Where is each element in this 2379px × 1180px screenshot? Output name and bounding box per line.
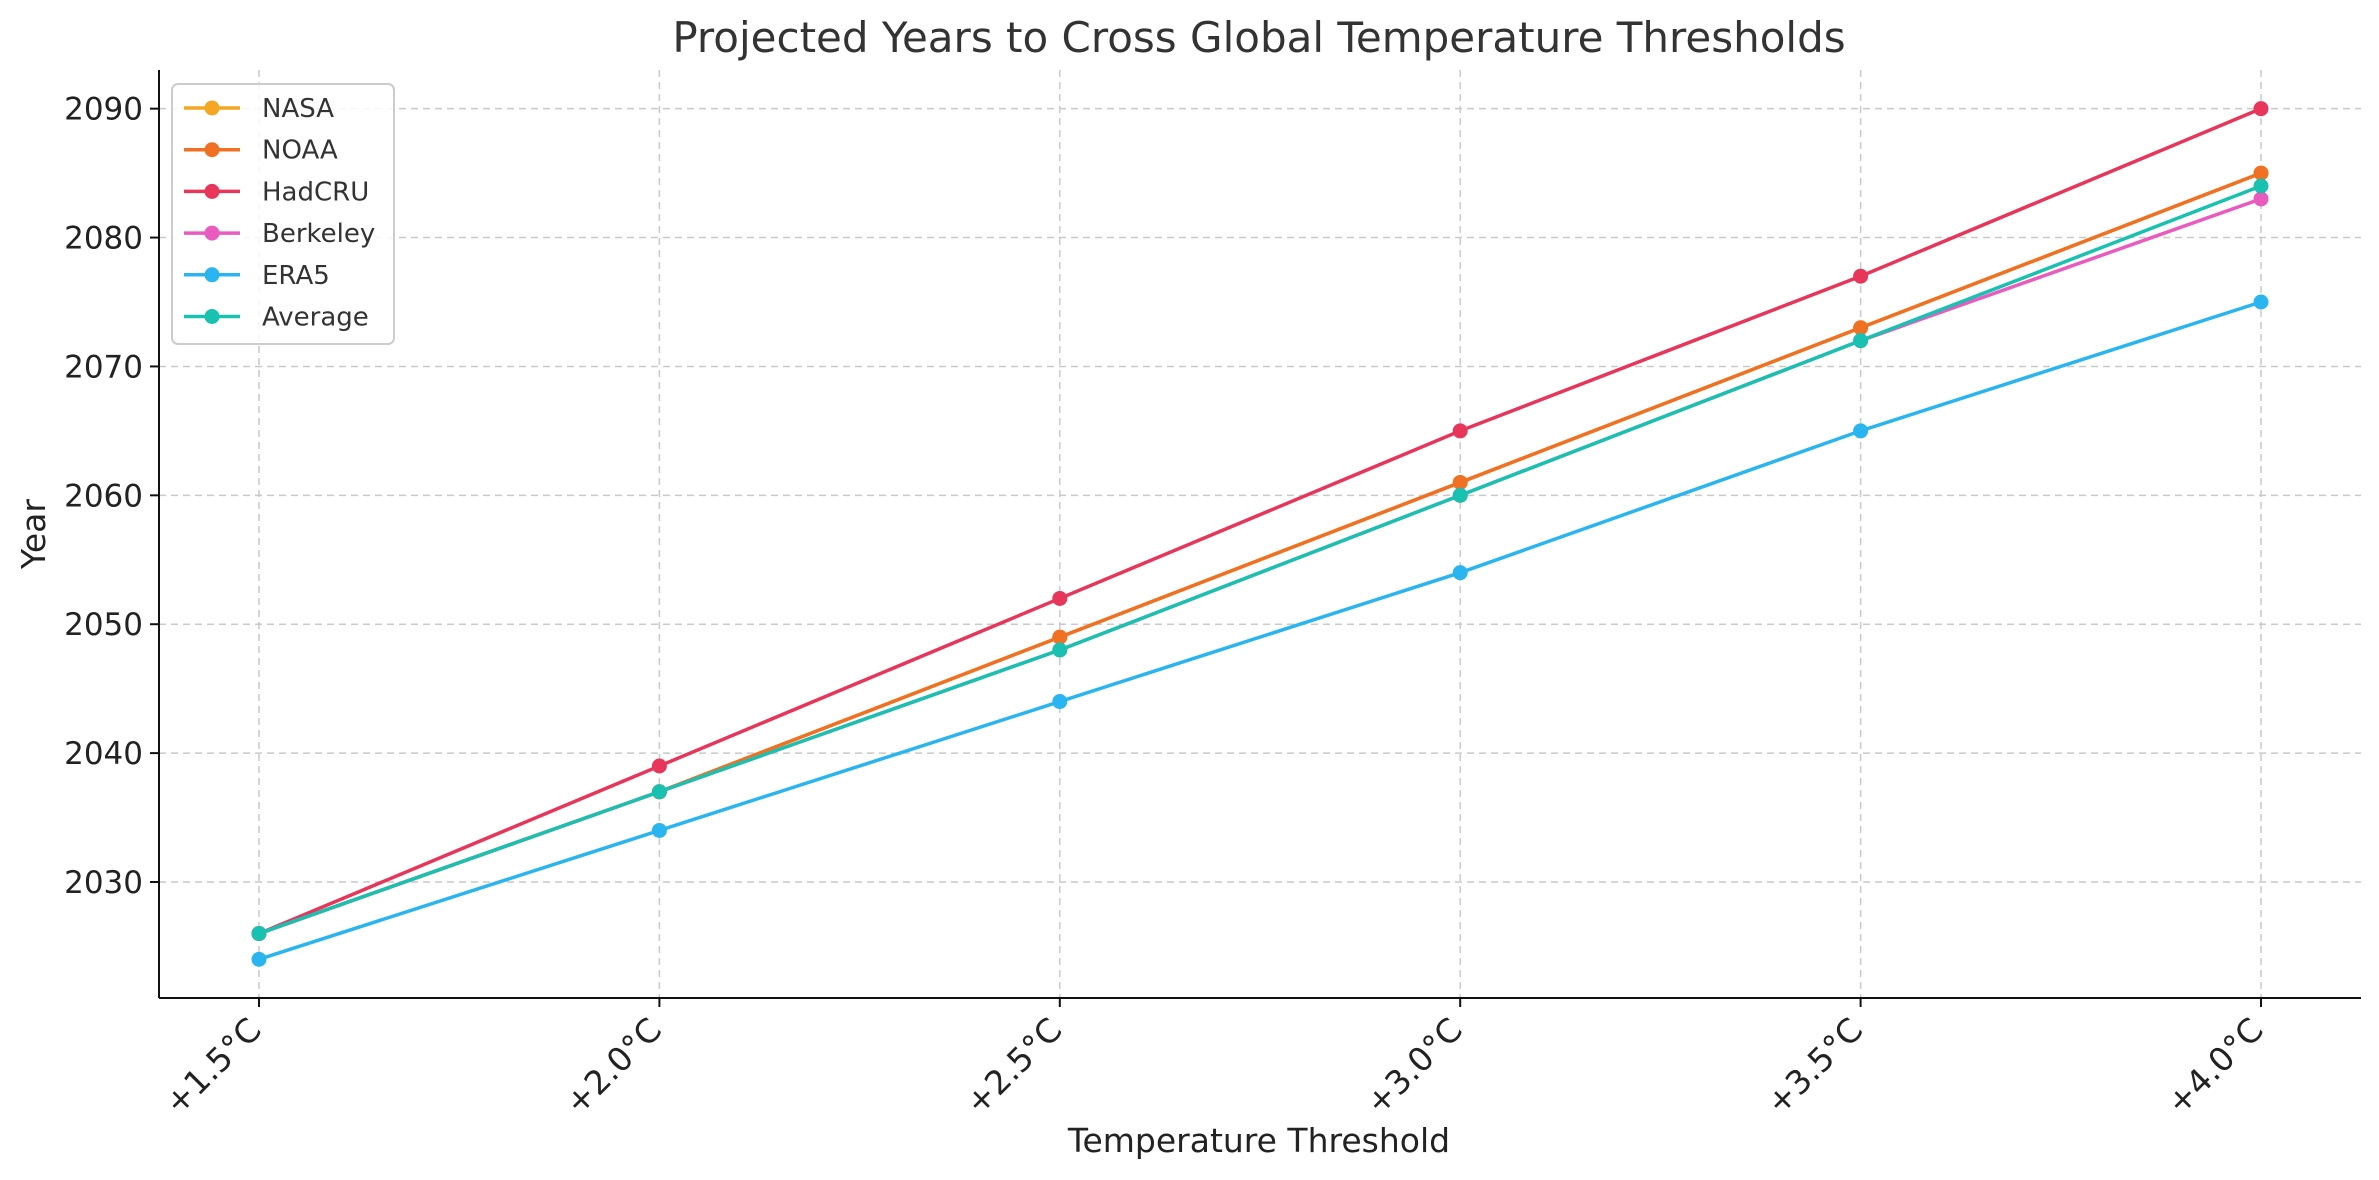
chart-title: Projected Years to Cross Global Temperat…: [672, 13, 1845, 62]
x-tick-label: +2.5°C: [957, 1010, 1069, 1122]
legend-label: Average: [262, 303, 369, 333]
data-point: [1452, 423, 1468, 439]
y-tick-label: 2060: [64, 478, 143, 514]
y-tick-label: 2040: [64, 736, 143, 772]
data-point: [651, 822, 667, 838]
data-point: [651, 758, 667, 774]
legend-item: Berkeley: [184, 219, 375, 249]
data-point: [1853, 423, 1869, 439]
data-point: [1452, 487, 1468, 503]
legend-marker: [204, 225, 220, 241]
legend-label: HadCRU: [262, 177, 369, 207]
series-hadcru: [251, 101, 2269, 942]
y-tick-label: 2050: [64, 607, 143, 643]
series-era5: [251, 294, 2269, 967]
legend-marker: [204, 309, 220, 324]
x-tick-label: +3.0°C: [1358, 1010, 1470, 1122]
data-point: [1853, 268, 1869, 284]
y-tick-label: 2030: [64, 865, 143, 901]
y-tick-label: 2070: [64, 349, 143, 385]
legend-item: NASA: [184, 94, 334, 124]
legend-marker: [204, 267, 220, 283]
data-point: [2253, 191, 2269, 207]
series-lines: [251, 101, 2269, 967]
series-line: [258, 197, 2262, 936]
grid-lines: [159, 70, 2361, 998]
series-line: [258, 171, 2262, 936]
legend-item: ERA5: [184, 261, 330, 291]
series-line: [258, 300, 2262, 961]
legend-marker: [204, 100, 220, 116]
data-point: [1853, 333, 1869, 349]
legend-label: NASA: [262, 94, 334, 124]
legend-label: NOAA: [262, 136, 338, 166]
legend-marker: [204, 142, 220, 158]
legend-marker: [204, 183, 220, 199]
y-axis-label: Year: [14, 499, 53, 570]
x-tick-label: +3.5°C: [1758, 1010, 1870, 1122]
x-tick-label: +2.0°C: [557, 1010, 669, 1122]
data-point: [2253, 101, 2269, 117]
series-line: [258, 107, 2262, 936]
series-line: [258, 171, 2262, 936]
y-tick-label: 2090: [64, 92, 143, 128]
x-tick-label: +4.0°C: [2158, 1010, 2270, 1122]
series-nasa: [251, 165, 2269, 942]
data-point: [2253, 178, 2269, 194]
legend: NASA NOAA HadCRU Berkeley ERA5 Average: [171, 83, 395, 345]
series-noaa: [251, 165, 2269, 942]
legend-item: HadCRU: [184, 177, 369, 207]
data-point: [1052, 629, 1068, 645]
data-point: [2253, 294, 2269, 310]
x-tick-label: +1.5°C: [156, 1010, 268, 1122]
data-point: [651, 784, 667, 800]
legend-item: Average: [184, 303, 369, 333]
series-average: [251, 178, 2269, 942]
data-point: [251, 951, 267, 967]
y-tick-label: 2080: [64, 221, 143, 257]
data-point: [1052, 590, 1068, 606]
data-point: [1452, 565, 1468, 581]
legend-item: NOAA: [184, 136, 338, 166]
data-point: [1452, 474, 1468, 490]
x-axis-label: Temperature Threshold: [1067, 1121, 1450, 1160]
data-point: [1052, 642, 1068, 658]
data-point: [251, 926, 267, 942]
legend-label: Berkeley: [262, 219, 375, 249]
data-point: [2253, 165, 2269, 181]
data-point: [1853, 320, 1869, 336]
data-point: [1052, 694, 1068, 710]
legend-label: ERA5: [262, 261, 330, 291]
series-line: [258, 184, 2262, 936]
